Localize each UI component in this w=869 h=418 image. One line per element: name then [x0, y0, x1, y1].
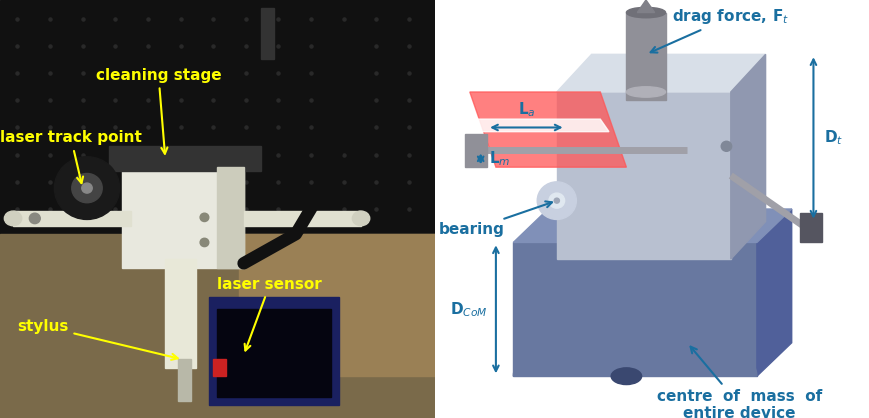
Bar — [0, 0, 434, 242]
Text: D$_{CoM}$: D$_{CoM}$ — [449, 300, 487, 319]
Bar — [217, 167, 243, 268]
Circle shape — [72, 173, 103, 203]
Circle shape — [537, 182, 576, 219]
Ellipse shape — [352, 211, 369, 226]
Bar — [626, 13, 665, 100]
Text: stylus: stylus — [17, 319, 177, 360]
Polygon shape — [556, 92, 730, 259]
Ellipse shape — [626, 8, 665, 18]
Circle shape — [548, 193, 564, 208]
Bar — [261, 8, 274, 59]
Text: drag force, F$_t$: drag force, F$_t$ — [650, 7, 788, 53]
Text: laser sensor: laser sensor — [217, 277, 322, 351]
Circle shape — [55, 157, 120, 219]
Polygon shape — [556, 54, 765, 92]
Polygon shape — [513, 242, 756, 376]
Ellipse shape — [4, 211, 22, 226]
Bar — [109, 146, 261, 171]
Bar — [243, 211, 361, 226]
Circle shape — [720, 141, 731, 151]
Bar — [122, 167, 243, 268]
Bar — [165, 259, 196, 368]
Ellipse shape — [610, 368, 641, 385]
Text: L$_a$: L$_a$ — [517, 100, 534, 119]
Bar — [465, 134, 487, 167]
Text: D$_t$: D$_t$ — [824, 129, 843, 147]
Polygon shape — [469, 92, 626, 167]
Polygon shape — [513, 326, 756, 376]
Bar — [239, 234, 434, 376]
Bar — [209, 297, 339, 405]
Bar — [217, 309, 330, 397]
Circle shape — [200, 238, 209, 247]
Bar — [13, 211, 130, 226]
Bar — [213, 359, 226, 376]
Text: laser track point: laser track point — [0, 130, 142, 183]
Ellipse shape — [626, 87, 665, 97]
Bar — [0, 234, 434, 418]
Polygon shape — [730, 54, 765, 259]
Text: bearing: bearing — [438, 201, 551, 237]
Text: L$_m$: L$_m$ — [488, 150, 510, 168]
Polygon shape — [756, 209, 791, 376]
Polygon shape — [469, 119, 608, 132]
Polygon shape — [513, 209, 791, 242]
Ellipse shape — [30, 213, 40, 224]
Text: cleaning stage: cleaning stage — [96, 68, 221, 154]
Bar — [799, 213, 821, 242]
Circle shape — [554, 198, 559, 203]
Bar — [178, 359, 191, 401]
Polygon shape — [636, 0, 654, 13]
Circle shape — [82, 183, 92, 193]
Circle shape — [200, 213, 209, 222]
Text: centre  of  mass  of
entire device: centre of mass of entire device — [656, 347, 821, 418]
